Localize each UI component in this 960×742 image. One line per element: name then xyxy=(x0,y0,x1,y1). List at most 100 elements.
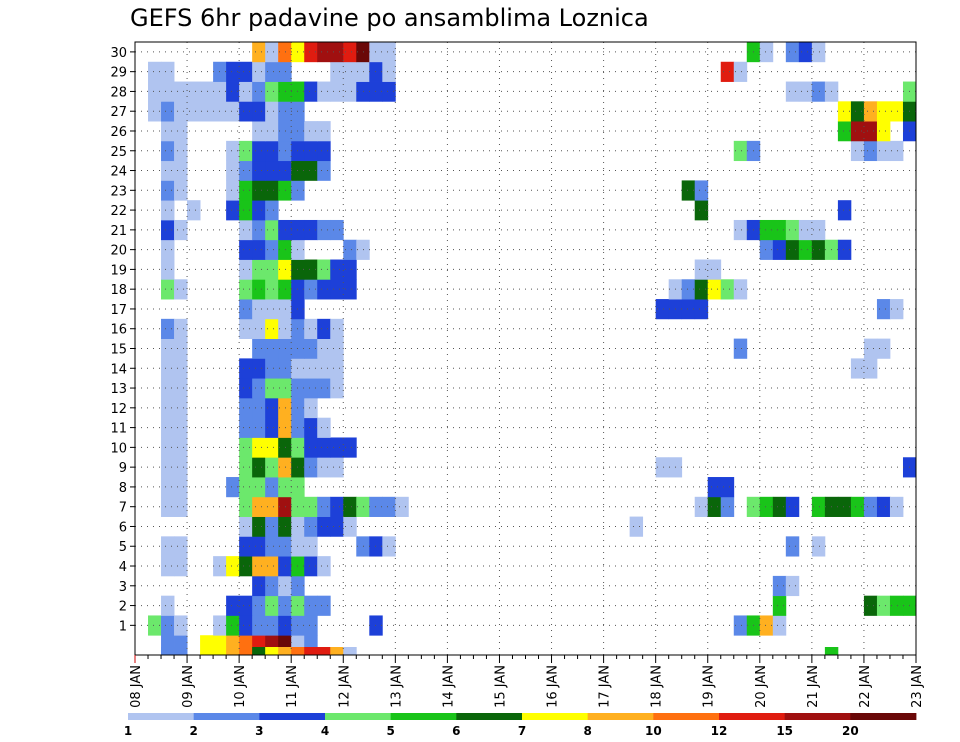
heatmap-cell xyxy=(317,338,331,359)
heatmap-cell xyxy=(239,299,253,320)
heatmap-cell xyxy=(252,358,266,379)
heatmap-cell xyxy=(239,358,253,379)
heatmap-cell xyxy=(278,259,292,280)
heatmap-cell xyxy=(733,61,748,82)
heatmap-cell xyxy=(161,378,175,399)
colorbar-label: 15 xyxy=(776,724,793,738)
heatmap-cell xyxy=(239,635,253,656)
heatmap-cell xyxy=(226,101,240,122)
heatmap-cell xyxy=(252,647,266,655)
heatmap-cell xyxy=(252,140,266,162)
heatmap-cell xyxy=(837,496,852,517)
heatmap-cell xyxy=(304,160,318,181)
heatmap-cell xyxy=(252,318,266,340)
heatmap-cell xyxy=(200,101,214,122)
heatmap-cell xyxy=(174,121,188,142)
heatmap-cell xyxy=(226,556,240,577)
heatmap-cell xyxy=(161,219,175,241)
heatmap-cell xyxy=(161,121,175,142)
heatmap-cell xyxy=(369,61,383,82)
heatmap-cell xyxy=(252,595,266,616)
heatmap-cell xyxy=(174,556,188,577)
heatmap-cell xyxy=(265,259,279,280)
heatmap-cell xyxy=(226,635,240,656)
colorbar-label: 12 xyxy=(711,724,728,738)
heatmap-cell xyxy=(265,279,279,300)
heatmap-cell xyxy=(694,299,709,320)
heatmap-cell xyxy=(174,378,188,399)
heatmap-cell xyxy=(252,239,266,260)
heatmap-cell xyxy=(239,239,253,260)
y-tick-label: 11 xyxy=(110,422,127,437)
heatmap-cell xyxy=(278,556,292,577)
heatmap-cell xyxy=(369,42,383,63)
heatmap-cell xyxy=(317,279,331,300)
heatmap-cell xyxy=(265,140,279,162)
heatmap-cell xyxy=(278,239,292,260)
heatmap-cell xyxy=(759,496,774,517)
heatmap-cell xyxy=(772,239,787,260)
heatmap-cell xyxy=(304,259,318,280)
heatmap-cell xyxy=(161,595,175,616)
heatmap-cell xyxy=(239,417,253,438)
heatmap-cell xyxy=(343,259,357,280)
y-tick-label: 22 xyxy=(110,204,127,219)
heatmap-cell xyxy=(785,219,800,241)
heatmap-cell xyxy=(889,595,904,616)
y-tick-label: 14 xyxy=(110,362,127,377)
heatmap-cell xyxy=(278,615,292,636)
heatmap-cell xyxy=(161,160,175,181)
x-tick-label: 22 JAN xyxy=(858,665,873,708)
heatmap-cell xyxy=(629,516,644,537)
heatmap-cell xyxy=(785,42,800,63)
heatmap-cell xyxy=(850,496,865,517)
heatmap-cell xyxy=(304,397,318,419)
x-tick-label: 14 JAN xyxy=(441,665,456,708)
heatmap-cell xyxy=(863,338,878,359)
heatmap-cell xyxy=(850,101,865,122)
heatmap-cell xyxy=(252,101,266,122)
heatmap-cell xyxy=(772,575,787,597)
y-tick-label: 20 xyxy=(110,244,127,259)
x-tick-label: 23 JAN xyxy=(910,665,925,708)
colorbar-swatch xyxy=(587,713,654,720)
heatmap-cell xyxy=(174,647,188,655)
heatmap-cell xyxy=(174,496,188,517)
heatmap-cell xyxy=(798,219,813,241)
heatmap-cell xyxy=(252,299,266,320)
y-tick-label: 16 xyxy=(110,323,127,338)
heatmap-cell xyxy=(876,299,891,320)
heatmap-cell xyxy=(278,496,292,517)
y-tick-label: 26 xyxy=(110,125,127,140)
heatmap-cell xyxy=(226,200,240,221)
heatmap-cell xyxy=(239,595,253,616)
y-tick-label: 10 xyxy=(110,441,127,456)
heatmap-cell xyxy=(161,81,175,102)
heatmap-cell xyxy=(239,556,253,577)
heatmap-cell xyxy=(304,417,318,438)
x-tick-label: 08 JAN xyxy=(129,665,144,708)
heatmap-cell xyxy=(161,318,175,340)
heatmap-cell xyxy=(733,338,748,359)
heatmap-cell xyxy=(187,200,201,221)
heatmap-cell xyxy=(343,647,357,655)
heatmap-cell xyxy=(174,615,188,636)
x-tick-label: 12 JAN xyxy=(337,665,352,708)
heatmap-cell xyxy=(330,358,344,379)
heatmap-cell xyxy=(265,318,279,340)
heatmap-cell xyxy=(174,318,188,340)
heatmap-cell xyxy=(707,279,722,300)
heatmap-cell xyxy=(889,140,904,162)
heatmap-cell xyxy=(343,239,357,260)
heatmap-cell xyxy=(694,200,709,221)
heatmap-cell xyxy=(330,61,344,82)
heatmap-cell xyxy=(265,219,279,241)
heatmap-cell xyxy=(876,338,891,359)
heatmap-cell xyxy=(317,516,331,537)
heatmap-cell xyxy=(252,81,266,102)
heatmap-cell xyxy=(330,496,344,517)
heatmap-cell xyxy=(759,239,774,260)
heatmap-cell xyxy=(811,42,826,63)
x-tick-label: 10 JAN xyxy=(233,665,248,708)
